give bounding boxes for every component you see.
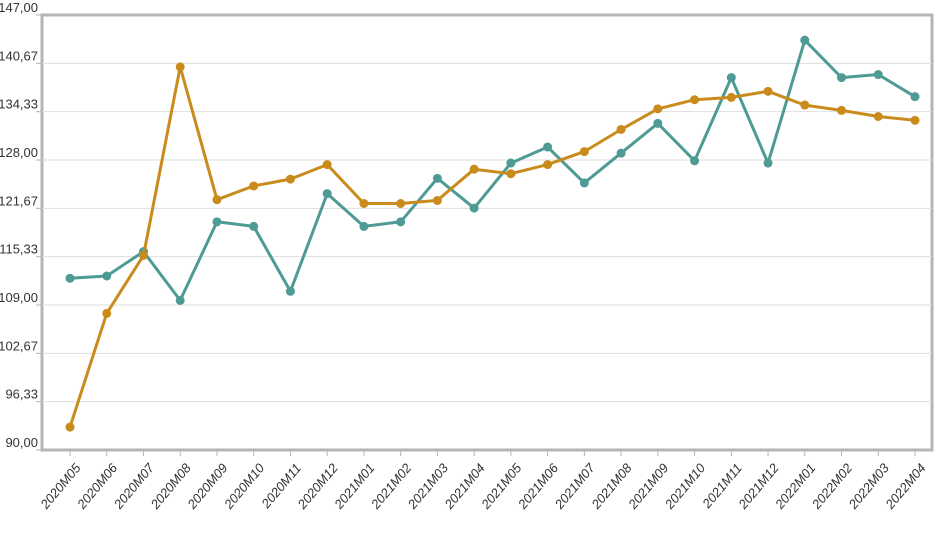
series-line-2 xyxy=(68,65,916,428)
series-line-1 xyxy=(69,38,916,302)
data-point[interactable] xyxy=(763,158,773,168)
data-point[interactable] xyxy=(285,286,295,296)
data-point[interactable] xyxy=(102,308,112,318)
data-point[interactable] xyxy=(469,203,479,213)
y-tick-label: 96,33 xyxy=(5,387,38,402)
data-point[interactable] xyxy=(396,199,406,208)
data-point[interactable] xyxy=(506,158,516,168)
data-point[interactable] xyxy=(873,112,883,121)
data-point[interactable] xyxy=(65,422,75,432)
data-point[interactable] xyxy=(910,115,920,125)
data-point[interactable] xyxy=(616,124,626,134)
y-tick-label: 140,67 xyxy=(0,48,38,63)
data-point[interactable] xyxy=(653,118,663,128)
data-point[interactable] xyxy=(579,147,589,157)
data-point[interactable] xyxy=(138,250,148,260)
series-group xyxy=(65,35,920,432)
y-tick-label: 109,00 xyxy=(0,290,38,305)
data-point[interactable] xyxy=(616,148,626,158)
data-point[interactable] xyxy=(322,160,332,170)
data-point[interactable] xyxy=(910,92,920,102)
y-tick-label: 102,67 xyxy=(0,338,38,353)
data-point[interactable] xyxy=(837,73,847,83)
data-point[interactable] xyxy=(432,173,442,183)
data-point[interactable] xyxy=(543,142,553,152)
data-point[interactable] xyxy=(212,195,222,205)
data-point[interactable] xyxy=(65,273,75,283)
data-point[interactable] xyxy=(506,169,516,179)
data-point[interactable] xyxy=(102,271,112,281)
data-point[interactable] xyxy=(469,164,479,174)
gridlines xyxy=(42,62,932,403)
data-point[interactable] xyxy=(359,199,369,208)
data-point[interactable] xyxy=(726,92,736,102)
x-axis-ticks: 2020M052020M062020M072020M082020M092020M… xyxy=(37,450,929,512)
data-point[interactable] xyxy=(432,195,442,205)
data-point[interactable] xyxy=(763,86,773,96)
data-point[interactable] xyxy=(249,221,259,231)
data-point[interactable] xyxy=(873,70,883,80)
data-point[interactable] xyxy=(800,100,810,110)
data-point[interactable] xyxy=(690,95,700,105)
data-point[interactable] xyxy=(690,156,700,166)
data-point[interactable] xyxy=(653,104,663,114)
data-point[interactable] xyxy=(212,217,222,227)
y-tick-label: 115,33 xyxy=(0,242,38,257)
data-point[interactable] xyxy=(800,35,810,45)
data-point[interactable] xyxy=(175,62,185,72)
data-point[interactable] xyxy=(837,105,847,115)
y-axis-ticks: 90,00 96,33 102,67 109,00 115,33 121,67 128,00… xyxy=(0,0,42,451)
y-tick-label: 134,33 xyxy=(0,97,38,112)
data-point[interactable] xyxy=(249,181,259,191)
y-tick-label: 147,00 xyxy=(0,0,38,15)
data-point[interactable] xyxy=(175,295,185,305)
data-point[interactable] xyxy=(396,217,406,227)
data-point[interactable] xyxy=(322,189,332,199)
y-tick-label: 128,00 xyxy=(0,145,38,160)
data-point[interactable] xyxy=(543,160,553,170)
data-point[interactable] xyxy=(579,178,589,188)
data-point[interactable] xyxy=(359,221,369,231)
plot-frame xyxy=(40,13,934,452)
y-tick-label: 90,00 xyxy=(5,435,38,450)
data-point[interactable] xyxy=(726,73,736,83)
data-point[interactable] xyxy=(285,174,295,184)
y-tick-label: 121,67 xyxy=(0,193,38,208)
